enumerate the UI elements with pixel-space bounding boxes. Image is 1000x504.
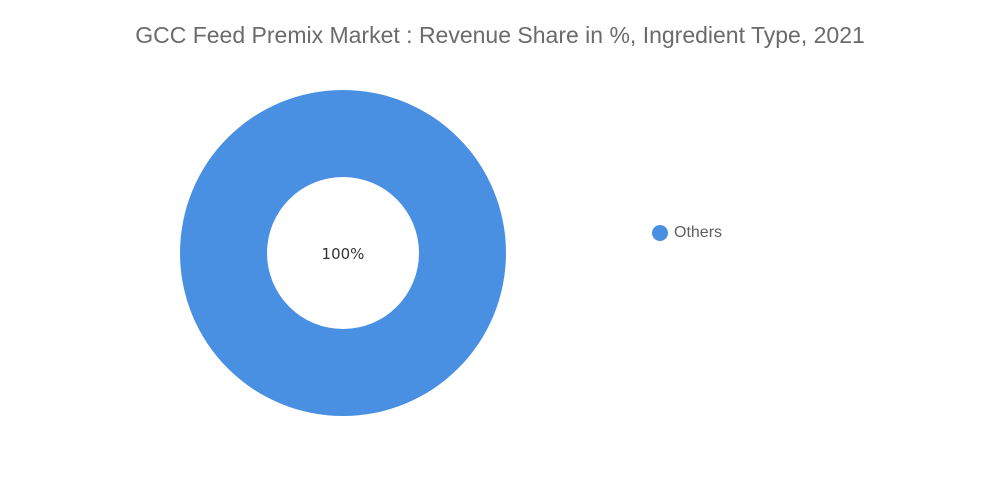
donut-slices bbox=[179, 89, 507, 417]
donut-slice-others bbox=[179, 89, 507, 417]
slice-data-label: 100% bbox=[322, 245, 365, 263]
legend: Others bbox=[652, 224, 722, 242]
legend-swatch-others bbox=[652, 225, 668, 241]
legend-label-others: Others bbox=[674, 224, 723, 241]
chart-title: GCC Feed Premix Market : Revenue Share i… bbox=[135, 22, 865, 48]
